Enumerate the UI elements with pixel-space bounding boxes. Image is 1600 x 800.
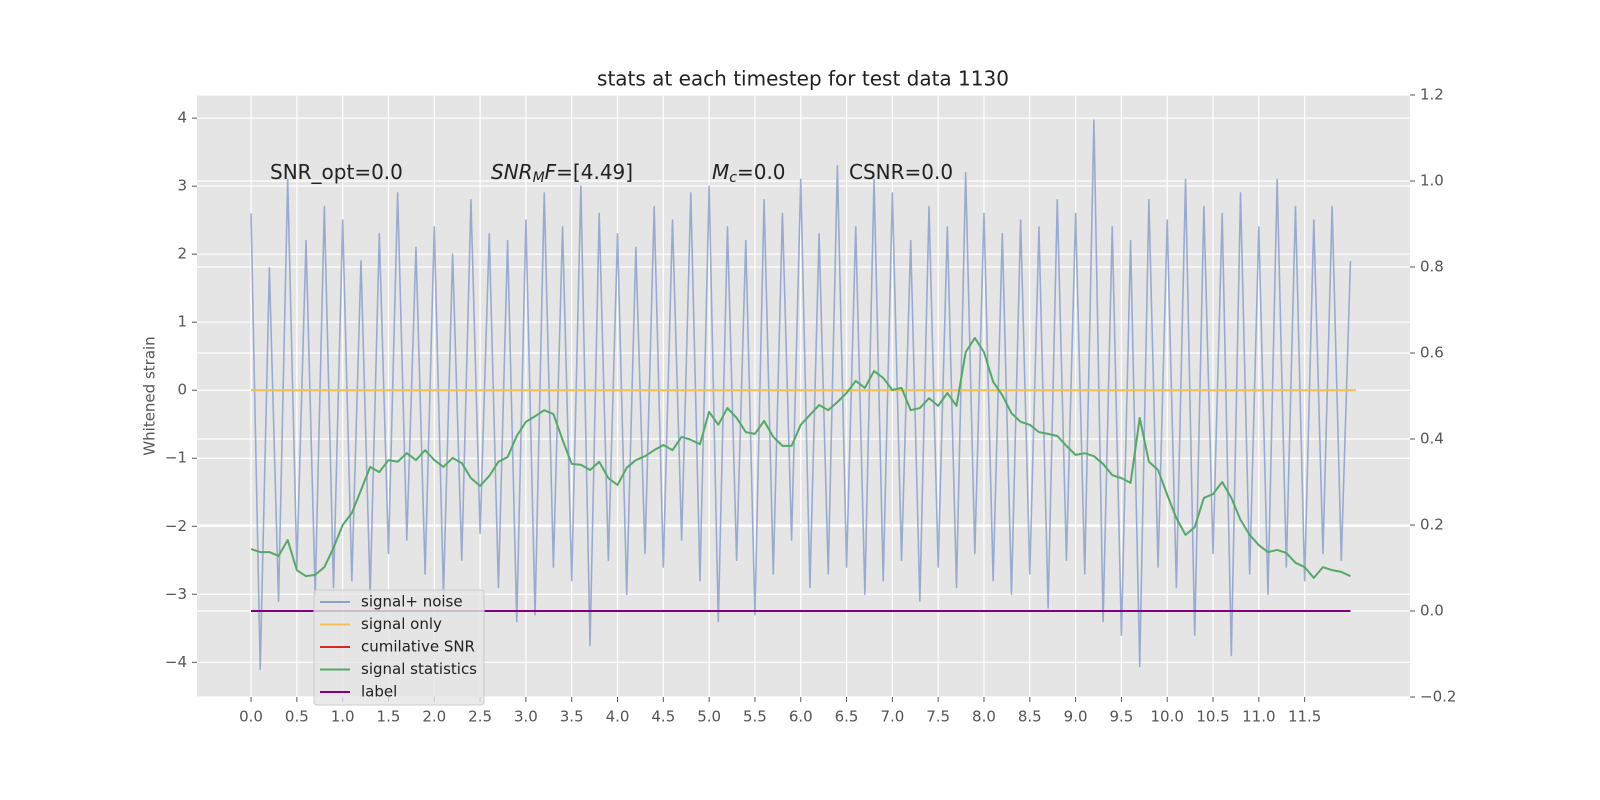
x-tick-label: 6.5 bbox=[835, 708, 859, 726]
x-tick-label: 5.0 bbox=[697, 708, 721, 726]
x-tick-label: 3.5 bbox=[560, 708, 584, 726]
x-tick-label: 7.5 bbox=[926, 708, 950, 726]
y-tick-label: 4 bbox=[177, 109, 187, 127]
x-tick-label: 9.5 bbox=[1109, 708, 1133, 726]
x-tick-label: 0.5 bbox=[285, 708, 309, 726]
x-tick-label: 8.5 bbox=[1018, 708, 1042, 726]
legend-label: signal only bbox=[361, 615, 442, 633]
legend-label: signal+ noise bbox=[361, 593, 463, 611]
annotation: Mc=0.0 bbox=[712, 160, 786, 187]
y2-tick-label: 0.6 bbox=[1420, 344, 1444, 362]
annotation: SNR_opt=0.0 bbox=[270, 160, 403, 184]
y2-tick-label: 1.0 bbox=[1420, 172, 1444, 190]
legend-box bbox=[313, 589, 485, 706]
y-tick-label: −4 bbox=[165, 653, 187, 671]
x-tick-label: 5.5 bbox=[743, 708, 767, 726]
x-tick-label: 0.0 bbox=[239, 708, 263, 726]
y2-tick-label: 0.2 bbox=[1420, 516, 1444, 534]
y-tick-label: 2 bbox=[177, 245, 187, 263]
x-tick-label: 9.0 bbox=[1064, 708, 1088, 726]
x-tick-label: 6.0 bbox=[789, 708, 813, 726]
x-tick-label: 2.0 bbox=[422, 708, 446, 726]
y-tick-label: −1 bbox=[165, 449, 187, 467]
annotation-text: SNR_opt=0.0 bbox=[270, 160, 403, 184]
y-axis-label: Whitened strain bbox=[141, 336, 159, 455]
y2-tick-label: 0.0 bbox=[1420, 602, 1444, 620]
annotation-sub: c bbox=[729, 170, 737, 186]
y2-tick-label: −0.2 bbox=[1420, 688, 1456, 706]
x-tick-label: 7.0 bbox=[880, 708, 904, 726]
x-tick-label: 8.0 bbox=[972, 708, 996, 726]
legend-label: cumilative SNR bbox=[361, 638, 475, 656]
y2-tick-label: 1.2 bbox=[1420, 86, 1444, 104]
annotation-tail: F bbox=[545, 160, 557, 184]
y-tick-label: 3 bbox=[177, 177, 187, 195]
x-tick-label: 11.0 bbox=[1242, 708, 1275, 726]
legend-label: label bbox=[361, 683, 397, 701]
x-tick-label: 1.5 bbox=[377, 708, 401, 726]
annotation-base: SNR bbox=[491, 160, 533, 184]
annotation-text: CSNR=0.0 bbox=[849, 160, 953, 184]
x-tick-label: 11.5 bbox=[1288, 708, 1321, 726]
y2-tick-label: 0.4 bbox=[1420, 430, 1444, 448]
annotation-sub: M bbox=[533, 170, 545, 186]
legend-label: signal statistics bbox=[361, 660, 477, 678]
chart-title: stats at each timestep for test data 113… bbox=[597, 67, 1009, 91]
series-line bbox=[250, 336, 1351, 579]
x-tick-label: 1.0 bbox=[331, 708, 355, 726]
annotation: SNRMF=[4.49] bbox=[491, 160, 633, 187]
x-tick-label: 10.5 bbox=[1196, 708, 1229, 726]
annotation: CSNR=0.0 bbox=[849, 160, 953, 184]
series-line bbox=[250, 119, 1352, 670]
y2-tick-label: 0.8 bbox=[1420, 258, 1444, 276]
x-tick-label: 3.0 bbox=[514, 708, 538, 726]
x-tick-label: 10.0 bbox=[1151, 708, 1184, 726]
y-tick-label: −2 bbox=[165, 517, 187, 535]
x-tick-label: 4.0 bbox=[606, 708, 630, 726]
y-tick-label: 0 bbox=[177, 381, 187, 399]
y-tick-label: 1 bbox=[177, 313, 187, 331]
x-tick-label: 4.5 bbox=[651, 708, 675, 726]
annotation-text: =[4.49] bbox=[556, 160, 633, 184]
annotation-text: =0.0 bbox=[737, 160, 786, 184]
y-tick-label: −3 bbox=[165, 585, 187, 603]
x-tick-label: 2.5 bbox=[468, 708, 492, 726]
annotation-base: M bbox=[712, 160, 729, 184]
